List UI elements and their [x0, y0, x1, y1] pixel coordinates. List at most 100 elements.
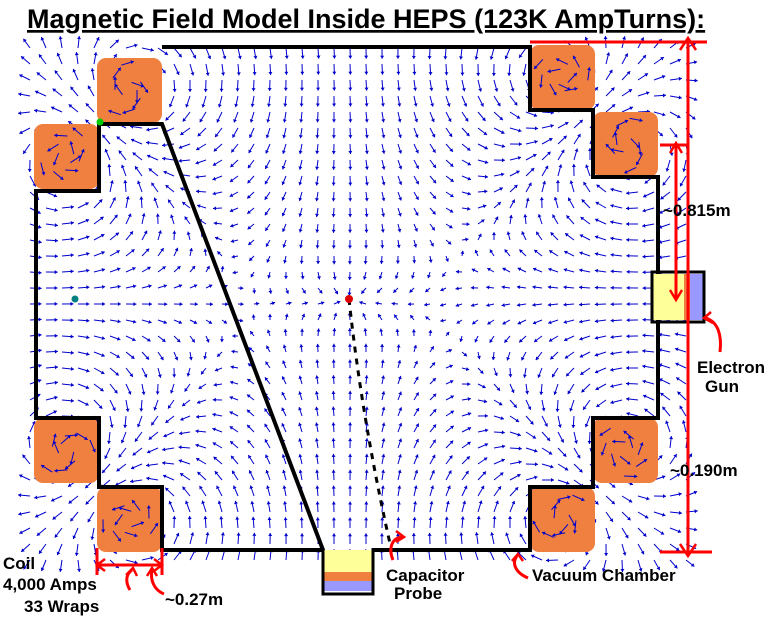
field-vector-head: [539, 84, 543, 88]
field-vector-head: [86, 318, 90, 323]
field-vector-head: [479, 370, 484, 374]
field-vector-head: [316, 87, 321, 91]
field-vector-head: [147, 154, 151, 159]
field-vector-head: [364, 469, 369, 473]
field-vector-head: [595, 201, 600, 206]
field-vector-head: [415, 408, 419, 412]
field-vector-head: [364, 55, 369, 59]
field-vector-head: [38, 286, 42, 291]
field-vector-head: [282, 485, 287, 489]
field-vector-head: [53, 193, 58, 198]
field-vector-head: [505, 532, 509, 537]
field-vector-head: [639, 118, 643, 123]
field-vector-head: [445, 87, 450, 92]
field-vector-head: [315, 103, 320, 107]
field-vector-head: [431, 118, 435, 123]
field-vector-head: [178, 53, 182, 58]
field-vector-head: [375, 301, 379, 306]
field-vector-head: [304, 301, 308, 306]
field-vector-head: [689, 134, 693, 139]
field-vector-head: [85, 501, 90, 505]
field-vector-head: [364, 150, 369, 154]
field-vector-head: [443, 56, 448, 60]
field-vector-head: [182, 402, 186, 407]
field-vector-head: [444, 516, 449, 520]
field-vector-head: [348, 87, 353, 91]
field-vector-head: [282, 228, 286, 232]
field-vector-head: [567, 495, 571, 500]
field-vector-head: [118, 150, 123, 154]
field-vector-head: [395, 533, 400, 537]
field-vector-head: [517, 156, 522, 160]
field-vector-head: [676, 377, 680, 381]
field-vector-head: [315, 359, 320, 363]
field-vector-head: [693, 527, 698, 532]
field-vector-head: [174, 356, 179, 361]
field-vector-head: [264, 180, 269, 185]
field-vector-head: [212, 162, 217, 166]
field-vector-head: [201, 500, 206, 505]
field-vector-head: [153, 406, 158, 411]
field-vector-head: [283, 329, 288, 333]
dimension-lines: [94, 35, 722, 596]
field-vector-head: [69, 461, 74, 465]
field-vector-head: [220, 532, 225, 536]
field-vector-head: [557, 424, 562, 428]
field-vector-head: [516, 303, 521, 307]
field-vector-head: [196, 414, 200, 419]
field-vector-head: [539, 391, 544, 395]
field-vector-head: [606, 52, 611, 56]
field-vector-head: [560, 149, 565, 154]
field-vector-head: [642, 208, 646, 213]
field-vector-head: [519, 533, 524, 538]
field-vector-head: [579, 468, 583, 473]
field-vector-head: [579, 302, 583, 307]
field-vector-head: [164, 51, 168, 55]
field-vector-head: [658, 255, 662, 260]
field-vector-head: [315, 229, 320, 233]
field-vector-head: [41, 171, 46, 176]
field-vector-head: [425, 316, 429, 320]
field-vector-head: [147, 449, 151, 454]
field-vector-head: [281, 376, 286, 380]
field-vector-head: [196, 458, 200, 462]
field-vector-head: [300, 71, 305, 75]
field-vector-head: [460, 516, 465, 520]
field-vector-head: [285, 290, 289, 294]
field-vector-head: [281, 454, 286, 458]
field-vector-head: [560, 439, 564, 443]
field-vector-head: [70, 382, 74, 387]
center-point: [345, 295, 353, 303]
field-vector-head: [266, 119, 271, 123]
field-vector-head: [248, 347, 253, 351]
field-vector-head: [331, 214, 336, 218]
field-vector-head: [398, 391, 402, 396]
field-vector-head: [626, 237, 630, 242]
field-vector-head: [693, 97, 698, 101]
field-vector-head: [594, 319, 598, 324]
field-vector-head: [233, 119, 237, 123]
coil-bottom-left-lower: [97, 487, 162, 552]
field-vector-head: [283, 103, 288, 107]
field-vector-head: [594, 302, 598, 307]
field-vector-head: [70, 318, 74, 323]
field-vector-head: [348, 103, 353, 107]
field-vector-head: [214, 367, 219, 372]
field-vector-head: [378, 275, 383, 280]
field-vector-head: [484, 189, 488, 194]
field-vector-head: [264, 377, 269, 381]
field-vector-head: [474, 338, 479, 343]
field-vector-head: [482, 471, 486, 476]
field-vector-head: [413, 345, 418, 349]
field-vector-head: [678, 510, 682, 515]
field-vector-head: [639, 442, 644, 446]
field-vector-head: [432, 210, 436, 215]
field-vector-head: [547, 285, 551, 290]
field-vector-head: [247, 440, 251, 444]
field-vector-head: [626, 206, 630, 211]
field-vector-head: [364, 406, 369, 410]
field-vector-head: [348, 453, 353, 457]
field-vector-head: [101, 251, 105, 255]
field-vector-head: [444, 72, 449, 76]
field-vector-head: [624, 170, 628, 174]
